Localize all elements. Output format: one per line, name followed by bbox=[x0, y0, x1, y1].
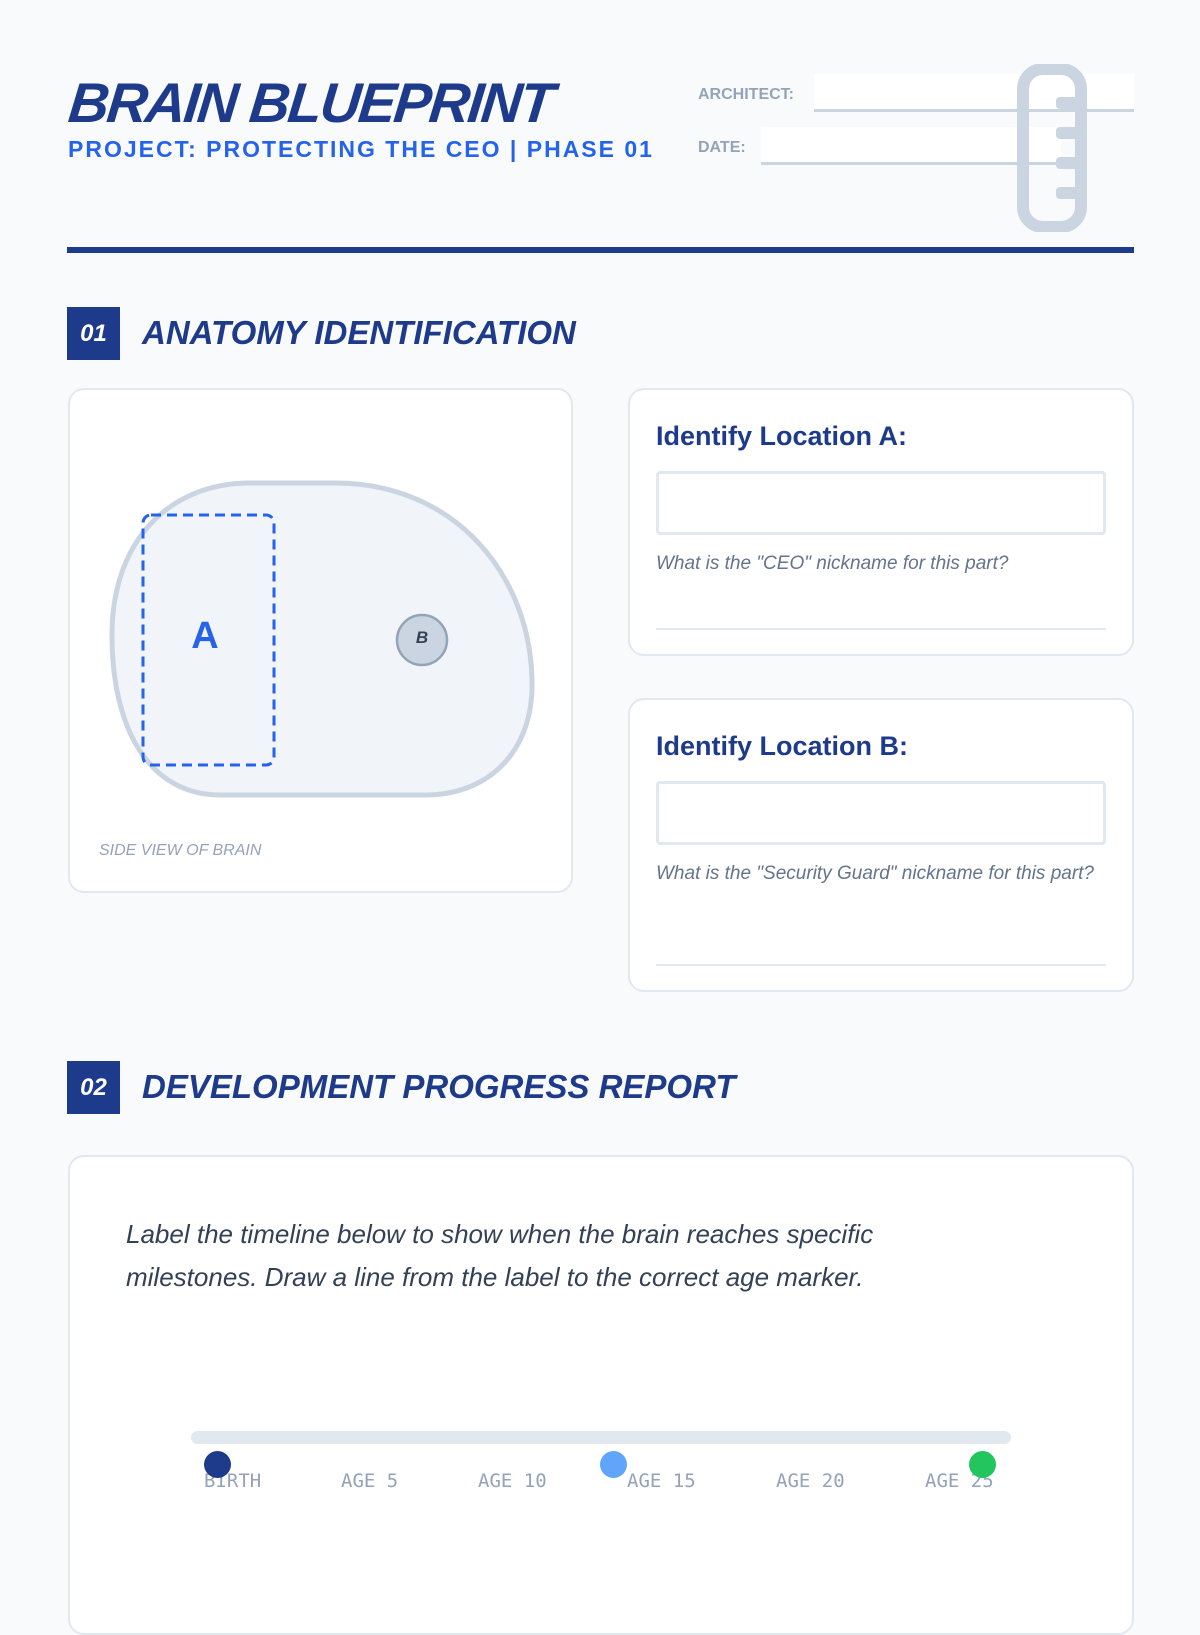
timeline-card: Label the timeline below to show when th… bbox=[68, 1155, 1134, 1635]
section-number-badge: 01 bbox=[67, 307, 120, 360]
location-a-input[interactable] bbox=[656, 471, 1106, 535]
location-a-label: A bbox=[191, 615, 219, 657]
date-label: DATE: bbox=[698, 139, 746, 156]
question-hint: What is the "CEO" nickname for this part… bbox=[656, 553, 1009, 574]
date-field[interactable] bbox=[761, 127, 1061, 165]
teen-marker[interactable] bbox=[600, 1451, 627, 1478]
project-subtitle: PROJECT: PROTECTING THE CEO | PHASE 01 bbox=[68, 136, 654, 162]
question-title: Identify Location B: bbox=[656, 731, 908, 761]
question-title: Identify Location A: bbox=[656, 421, 907, 451]
location-b-label: B bbox=[415, 628, 429, 647]
diagram-caption: SIDE VIEW OF BRAIN bbox=[99, 842, 262, 859]
age-25-marker[interactable] bbox=[969, 1451, 996, 1478]
section-title: ANATOMY IDENTIFICATION bbox=[142, 314, 576, 351]
architect-label: ARCHITECT: bbox=[698, 86, 794, 103]
page-title: BRAIN BLUEPRINT bbox=[65, 71, 556, 134]
tick-age-10: AGE 10 bbox=[478, 1470, 547, 1492]
timeline-instructions: Label the timeline below to show when th… bbox=[126, 1219, 874, 1292]
location-b-marker bbox=[395, 613, 449, 667]
tick-age-20: AGE 20 bbox=[776, 1470, 845, 1492]
answer-line[interactable] bbox=[656, 964, 1106, 966]
birth-marker[interactable] bbox=[204, 1451, 231, 1478]
question-hint: What is the "Security Guard" nickname fo… bbox=[656, 863, 1095, 884]
section-title: DEVELOPMENT PROGRESS REPORT bbox=[142, 1068, 736, 1105]
location-b-input[interactable] bbox=[656, 781, 1106, 845]
brain-outline bbox=[109, 480, 535, 798]
answer-line[interactable] bbox=[656, 628, 1106, 630]
brain-diagram bbox=[109, 480, 535, 798]
question-card-b: Identify Location B: What is the "Securi… bbox=[628, 698, 1134, 992]
tick-age-15: AGE 15 bbox=[627, 1470, 696, 1492]
location-a-zone bbox=[141, 513, 276, 767]
timeline-track bbox=[191, 1431, 1011, 1444]
ruler-icon bbox=[1017, 64, 1087, 232]
header-divider bbox=[67, 247, 1134, 253]
section-number-badge: 02 bbox=[67, 1061, 120, 1114]
brain-diagram-card: A B SIDE VIEW OF BRAIN bbox=[68, 388, 573, 893]
question-card-a: Identify Location A: What is the "CEO" n… bbox=[628, 388, 1134, 656]
tick-age-5: AGE 5 bbox=[341, 1470, 399, 1492]
